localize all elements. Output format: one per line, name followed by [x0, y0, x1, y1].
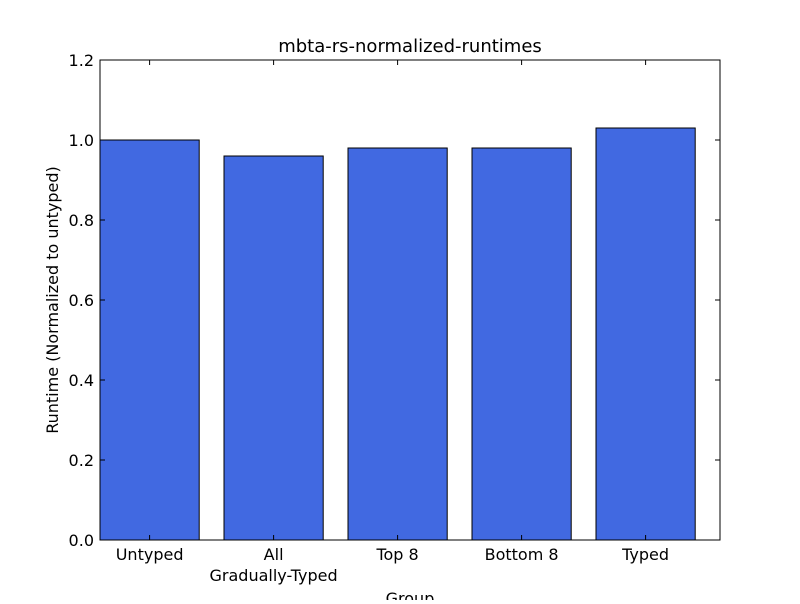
ticks-layer: Untyped All Gradually-Typed Top 8 Bottom 8 Ty…	[69, 51, 720, 585]
bar-0	[99, 139, 200, 541]
y-tick-label: 0.8	[69, 211, 94, 230]
bar-4	[595, 127, 696, 541]
y-axis-label: Runtime (Normalized to untyped)	[43, 166, 62, 434]
y-tick-label: 0.2	[69, 451, 94, 470]
bar-1	[223, 155, 324, 541]
bars-layer	[99, 127, 696, 541]
chart-title: mbta-rs-normalized-runtimes	[278, 36, 542, 57]
bar-2	[347, 147, 448, 541]
bar-3	[471, 147, 572, 541]
y-tick-label: 0.4	[69, 371, 94, 390]
x-tick-label: Untyped	[116, 545, 184, 564]
x-axis-label: Group	[386, 589, 435, 600]
x-tick-label: All Gradually-Typed	[210, 545, 338, 585]
x-tick-label: Typed	[621, 545, 669, 564]
x-tick-label: Top 8	[375, 545, 418, 564]
y-tick-label: 1.0	[69, 131, 94, 150]
y-tick-label: 1.2	[69, 51, 94, 70]
y-tick-label: 0.6	[69, 291, 94, 310]
x-tick-label: Bottom 8	[485, 545, 559, 564]
y-tick-label: 0.0	[69, 531, 94, 550]
